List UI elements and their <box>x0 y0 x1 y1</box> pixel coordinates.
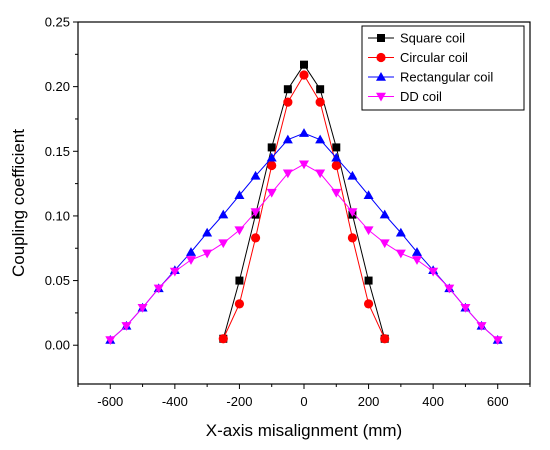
series-layer <box>105 60 503 346</box>
data-point <box>476 322 487 331</box>
data-point <box>218 239 229 249</box>
data-point <box>379 239 390 249</box>
legend-label: DD coil <box>400 89 442 104</box>
data-point <box>250 208 261 218</box>
data-point <box>250 170 261 180</box>
y-tick-label: 0.15 <box>45 144 70 159</box>
data-point <box>395 249 406 259</box>
x-tick-label: -600 <box>97 394 123 409</box>
data-point <box>363 226 374 236</box>
data-point <box>412 256 422 265</box>
x-axis-title: X-axis misalignment (mm) <box>206 421 402 440</box>
data-point <box>267 160 277 171</box>
data-point <box>234 190 245 199</box>
data-point <box>380 334 390 344</box>
data-point <box>153 284 164 294</box>
y-tick-label: 0.05 <box>45 273 70 288</box>
data-point <box>347 233 358 243</box>
data-point <box>331 160 341 171</box>
legend-marker <box>377 34 385 42</box>
data-point <box>364 276 373 285</box>
data-point <box>299 70 309 80</box>
data-point <box>379 209 390 219</box>
data-point <box>347 208 358 218</box>
legend-marker <box>376 52 386 63</box>
data-point <box>121 322 132 331</box>
data-point <box>299 128 309 137</box>
x-tick-label: 400 <box>422 394 444 409</box>
series-dd-coil <box>105 160 503 346</box>
x-tick-label: -400 <box>162 394 188 409</box>
data-point <box>235 276 244 285</box>
data-point <box>315 169 326 179</box>
legend-item: DD coil <box>368 89 442 104</box>
data-point <box>266 152 277 162</box>
x-tick-label: 200 <box>358 394 380 409</box>
data-point <box>300 60 308 69</box>
legend-marker <box>376 72 386 81</box>
data-point <box>315 97 325 107</box>
legend-label: Square coil <box>400 31 465 46</box>
data-point <box>137 303 148 313</box>
y-tick-label: 0.20 <box>45 79 70 94</box>
data-point <box>363 299 374 309</box>
data-point <box>169 267 180 277</box>
series-line <box>109 163 499 341</box>
legend-label: Circular coil <box>400 50 468 65</box>
x-tick-label: 0 <box>300 394 307 409</box>
data-point <box>283 97 293 107</box>
data-point <box>186 247 196 256</box>
legend-marker <box>376 92 386 102</box>
data-point <box>316 85 325 94</box>
data-point <box>282 169 293 179</box>
data-point <box>363 190 374 199</box>
data-point <box>283 85 292 94</box>
data-point <box>460 303 471 313</box>
x-axis-ticks: -600 -400 -200 0 200 400 600 <box>77 384 531 409</box>
series-line <box>222 74 386 339</box>
data-point <box>331 188 342 198</box>
data-point <box>202 249 213 259</box>
y-tick-label: 0.00 <box>45 338 70 353</box>
data-point <box>315 134 326 144</box>
y-tick-label: 0.25 <box>45 15 70 30</box>
data-point <box>186 256 196 265</box>
data-point <box>395 227 406 237</box>
data-point <box>218 209 229 219</box>
y-axis-title: Coupling coefficient <box>9 129 28 277</box>
data-point <box>234 299 245 309</box>
legend-item: Rectangular coil <box>368 70 493 85</box>
legend-label: Rectangular coil <box>400 70 493 85</box>
x-tick-label: 600 <box>487 394 509 409</box>
data-point <box>105 336 116 346</box>
data-point <box>347 170 358 180</box>
data-point <box>412 247 422 256</box>
series-line <box>222 63 386 339</box>
data-point <box>299 160 309 170</box>
data-point <box>331 152 342 162</box>
data-point <box>250 233 261 243</box>
data-point <box>282 134 293 144</box>
data-point <box>444 284 455 294</box>
data-point <box>218 334 228 344</box>
legend-item: Circular coil <box>368 50 468 65</box>
data-point <box>266 188 277 198</box>
y-axis-ticks: 0.00 0.05 0.10 0.15 0.20 0.25 <box>45 15 78 353</box>
y-tick-label: 0.10 <box>45 208 70 223</box>
data-point <box>428 267 439 277</box>
legend: Square coil Circular coil Rectangular coil… <box>361 25 525 111</box>
data-point <box>332 143 341 152</box>
data-point <box>202 227 213 237</box>
x-tick-label: -200 <box>226 394 252 409</box>
data-point <box>234 226 245 236</box>
legend-item: Square coil <box>368 31 465 46</box>
data-point <box>267 143 276 152</box>
data-point <box>492 336 503 346</box>
series-circular-coil <box>218 70 390 344</box>
